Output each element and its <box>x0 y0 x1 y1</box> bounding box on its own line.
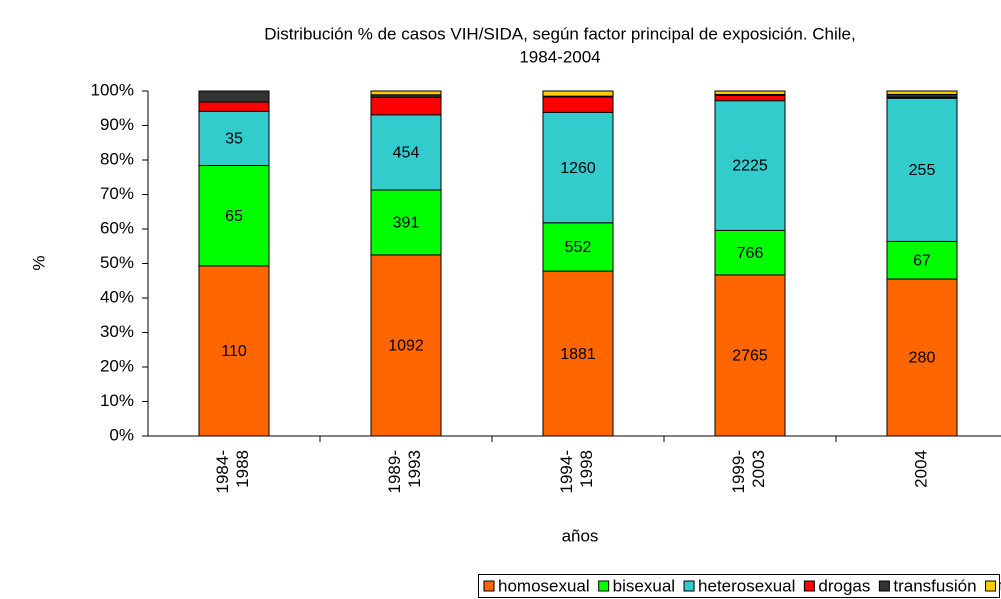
bar-segment <box>886 90 958 95</box>
data-label: 2765 <box>732 348 768 365</box>
x-tick-label-line: 1989- <box>385 450 404 493</box>
data-label: 2225 <box>732 158 768 175</box>
data-label: 65 <box>225 208 243 225</box>
legend-swatch <box>803 580 815 592</box>
chart-title: Distribución % de casos VIH/SIDA, según … <box>264 24 856 43</box>
data-label: 766 <box>737 245 764 262</box>
y-tick-label: 30% <box>100 322 134 341</box>
data-label: 67 <box>913 252 931 269</box>
y-tick-label: 60% <box>100 218 134 237</box>
data-label: 552 <box>565 239 592 256</box>
data-label: 280 <box>909 350 936 367</box>
data-label: 110 <box>221 343 247 360</box>
bar-segment <box>542 270 614 437</box>
bar-segment <box>198 90 270 103</box>
x-tick-label-line: 1994- <box>557 450 576 493</box>
x-tick-label: 1999-2003 <box>729 450 768 493</box>
data-label: 35 <box>225 131 243 148</box>
bar-segment <box>542 111 614 224</box>
data-label: 255 <box>909 162 936 179</box>
legend-label: bisexual <box>613 576 675 595</box>
y-tick-label: 50% <box>100 253 134 272</box>
legend-label: heterosexual <box>698 576 795 595</box>
chart-title: 1984-2004 <box>519 47 600 66</box>
bar-segment <box>370 114 442 191</box>
bar-segment <box>714 90 786 95</box>
x-tick-label-line: 1998 <box>577 450 596 488</box>
bar-segment <box>198 165 270 267</box>
x-axis-label: años <box>562 526 599 545</box>
x-tick-label: 1994-1998 <box>557 450 596 493</box>
legend-label: transmisión vertical <box>1000 576 1001 595</box>
legend-swatch <box>985 580 997 592</box>
bar-segment <box>198 265 270 437</box>
y-tick-label: 0% <box>109 425 134 444</box>
bar-segment <box>886 278 958 437</box>
bar-segment <box>198 101 270 112</box>
legend-swatch <box>598 580 610 592</box>
x-tick-label: 2004 <box>911 450 930 488</box>
bar-segment <box>714 100 786 231</box>
bar-segment <box>370 254 442 437</box>
bar-segment <box>370 96 442 116</box>
data-label: 1092 <box>388 338 424 355</box>
x-tick-label: 1984-1988 <box>213 450 252 493</box>
legend-swatch <box>483 580 495 592</box>
data-label: 1260 <box>560 160 596 177</box>
x-tick-label-line: 1984- <box>213 450 232 493</box>
x-tick-label-line: 1993 <box>405 450 424 488</box>
bar-segment <box>542 90 614 97</box>
y-tick-label: 90% <box>100 115 134 134</box>
y-tick-label: 80% <box>100 149 134 168</box>
x-tick-label-line: 2003 <box>749 450 768 488</box>
bar-segment <box>714 94 786 102</box>
y-axis-label: % <box>29 255 48 270</box>
bar-segment <box>714 274 786 437</box>
legend-label: drogas <box>818 576 870 595</box>
bar-segment <box>886 240 958 280</box>
legend-swatch <box>683 580 695 592</box>
bar-segment <box>542 222 614 272</box>
data-label: 391 <box>393 215 420 232</box>
x-tick-label: 1989-1993 <box>385 450 424 493</box>
legend-swatch <box>878 580 890 592</box>
x-tick-label-line: 1999- <box>729 450 748 493</box>
bar-segment <box>542 96 614 113</box>
y-tick-label: 100% <box>91 80 134 99</box>
x-tick-label-line: 1988 <box>233 450 252 488</box>
y-tick-label: 70% <box>100 184 134 203</box>
legend-box <box>478 574 1000 598</box>
data-label: 1881 <box>560 346 596 363</box>
bar-segment <box>198 110 270 167</box>
bar-segment <box>370 90 442 96</box>
bar-segment <box>886 97 958 242</box>
bar-segment <box>714 229 786 276</box>
y-tick-label: 10% <box>100 391 134 410</box>
bar-segment <box>370 189 442 256</box>
legend-label: transfusión <box>893 576 976 595</box>
legend-label: homosexual <box>498 576 590 595</box>
data-label: 454 <box>393 145 420 162</box>
y-tick-label: 20% <box>100 356 134 375</box>
y-tick-label: 40% <box>100 287 134 306</box>
